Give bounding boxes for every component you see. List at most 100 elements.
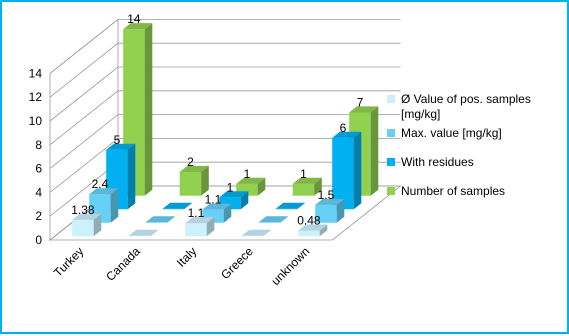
- bar-side: [206, 217, 215, 237]
- legend-item: Number of samples: [387, 184, 567, 199]
- bar: [241, 229, 271, 237]
- legend-swatch: [387, 187, 395, 195]
- bar-front: [128, 235, 151, 237]
- data-label: 1: [300, 167, 307, 181]
- data-label: 14: [127, 12, 141, 26]
- bar-front: [275, 208, 298, 210]
- bar: [179, 165, 209, 196]
- bar-front: [185, 223, 207, 237]
- bar-side: [167, 216, 175, 223]
- bar-top: [162, 202, 192, 209]
- bar-side: [184, 202, 192, 210]
- data-label: 1: [227, 180, 234, 194]
- x-axis-tick-labels: Turkey Canada Italy Greece unknown: [51, 244, 313, 288]
- bar-front: [72, 219, 94, 237]
- y-axis-tick-labels: 0 2 4 6 8 10 12 14: [29, 66, 43, 247]
- gridline: [49, 18, 401, 74]
- bar: [275, 202, 305, 210]
- legend-swatch: [387, 158, 395, 166]
- x-tick-label: Turkey: [51, 244, 87, 280]
- y-tick-label: 0: [35, 233, 42, 247]
- bar: [128, 229, 158, 237]
- bar-front: [315, 204, 337, 223]
- legend-label: With residues: [401, 155, 474, 169]
- bar-top: [145, 216, 175, 223]
- bar-side: [297, 202, 305, 210]
- bar-side: [150, 229, 158, 237]
- y-tick-label: 4: [35, 185, 42, 199]
- gridline: [49, 66, 401, 122]
- bar-side: [257, 177, 266, 196]
- bar-top: [298, 224, 328, 231]
- data-label: 1.5: [318, 188, 335, 202]
- bar-top: [202, 203, 232, 210]
- bar-side: [336, 198, 345, 223]
- bar-front: [292, 183, 315, 196]
- legend-label: Number of samples: [401, 184, 506, 198]
- bar-side: [223, 203, 232, 223]
- legend-item: With residues: [387, 155, 567, 170]
- legend-swatch: [387, 129, 395, 137]
- bar: [185, 217, 215, 237]
- y-tick-label: 2: [35, 209, 42, 223]
- bar-front: [162, 208, 185, 210]
- bar-top: [123, 23, 153, 30]
- bar: [258, 216, 288, 223]
- gridline: [49, 90, 401, 146]
- data-label: 2: [187, 155, 194, 169]
- gridline: [49, 42, 401, 98]
- bar: [292, 177, 322, 196]
- bar-side: [93, 213, 102, 237]
- y-tick-label: 10: [29, 114, 43, 128]
- bar-front: [241, 235, 264, 237]
- bar-top: [179, 165, 209, 172]
- bar-front: [145, 222, 168, 223]
- data-label: 7: [357, 95, 364, 109]
- bar-side: [201, 165, 209, 196]
- y-tick-label: 14: [29, 66, 43, 80]
- bar-side: [240, 191, 249, 210]
- data-label: 1.38: [71, 203, 95, 217]
- bar-top: [258, 216, 288, 223]
- y-tick-label: 8: [35, 138, 42, 152]
- y-tick-label: 12: [29, 90, 43, 104]
- bar-side: [314, 177, 322, 196]
- x-tick-label: Italy: [174, 244, 199, 269]
- x-tick-label: unknown: [268, 244, 312, 288]
- bar-top: [72, 213, 102, 220]
- bar-front: [298, 230, 320, 237]
- bar-top: [89, 188, 119, 195]
- data-label: 0.48: [297, 214, 321, 228]
- bar-side: [353, 131, 362, 210]
- bar: [145, 216, 175, 223]
- bar-top: [106, 143, 136, 150]
- bar-top: [315, 198, 345, 205]
- bar-side: [263, 229, 271, 237]
- bar-side: [110, 188, 119, 223]
- bar: [298, 224, 328, 237]
- legend: Ø Value of pos. samples [mg/kg] Max. valu…: [387, 92, 567, 199]
- bar-top: [241, 229, 271, 236]
- bar-side: [319, 224, 328, 237]
- gridline: [49, 114, 401, 169]
- legend-swatch: [387, 95, 395, 103]
- bar-top: [292, 177, 322, 184]
- bar-series: [72, 23, 379, 237]
- bar: [72, 213, 102, 237]
- bar-top: [185, 217, 215, 224]
- legend-item: Max. value [mg/kg]: [387, 126, 567, 141]
- bar-top: [128, 229, 158, 236]
- bar-top: [236, 177, 266, 184]
- bar-top: [275, 202, 305, 209]
- bar-side: [370, 106, 379, 196]
- legend-label: Ø Value of pos. samples [mg/kg]: [401, 92, 531, 121]
- legend-label: Max. value [mg/kg]: [401, 126, 502, 140]
- bar-top: [349, 106, 379, 113]
- bar-side: [280, 216, 288, 223]
- data-label: 5: [114, 133, 121, 147]
- bar-front: [258, 222, 281, 223]
- bar: [162, 202, 192, 210]
